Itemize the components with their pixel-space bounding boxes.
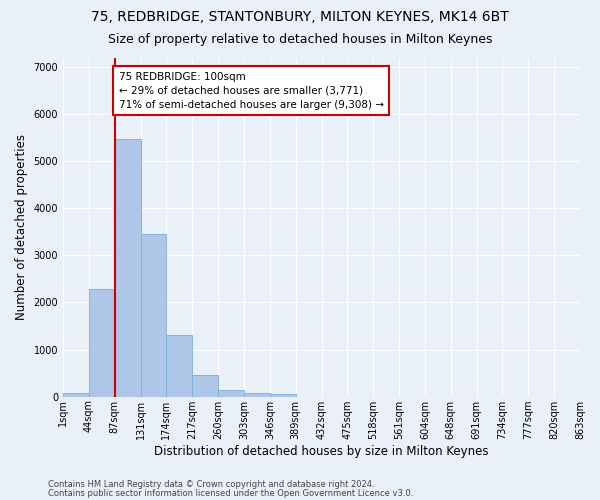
Bar xyxy=(166,336,192,396)
Text: Contains HM Land Registry data © Crown copyright and database right 2024.: Contains HM Land Registry data © Crown c… xyxy=(48,480,374,489)
X-axis label: Distribution of detached houses by size in Milton Keynes: Distribution of detached houses by size … xyxy=(154,444,489,458)
Text: Contains public sector information licensed under the Open Government Licence v3: Contains public sector information licen… xyxy=(48,488,413,498)
Bar xyxy=(218,390,244,396)
Bar xyxy=(270,394,296,396)
Text: Size of property relative to detached houses in Milton Keynes: Size of property relative to detached ho… xyxy=(108,32,492,46)
Bar xyxy=(140,234,166,396)
Bar xyxy=(63,393,89,396)
Bar xyxy=(115,139,140,396)
Text: 75, REDBRIDGE, STANTONBURY, MILTON KEYNES, MK14 6BT: 75, REDBRIDGE, STANTONBURY, MILTON KEYNE… xyxy=(91,10,509,24)
Bar xyxy=(244,393,270,396)
Y-axis label: Number of detached properties: Number of detached properties xyxy=(15,134,28,320)
Bar xyxy=(89,290,115,397)
Text: 75 REDBRIDGE: 100sqm
← 29% of detached houses are smaller (3,771)
71% of semi-de: 75 REDBRIDGE: 100sqm ← 29% of detached h… xyxy=(119,72,383,110)
Bar xyxy=(192,376,218,396)
